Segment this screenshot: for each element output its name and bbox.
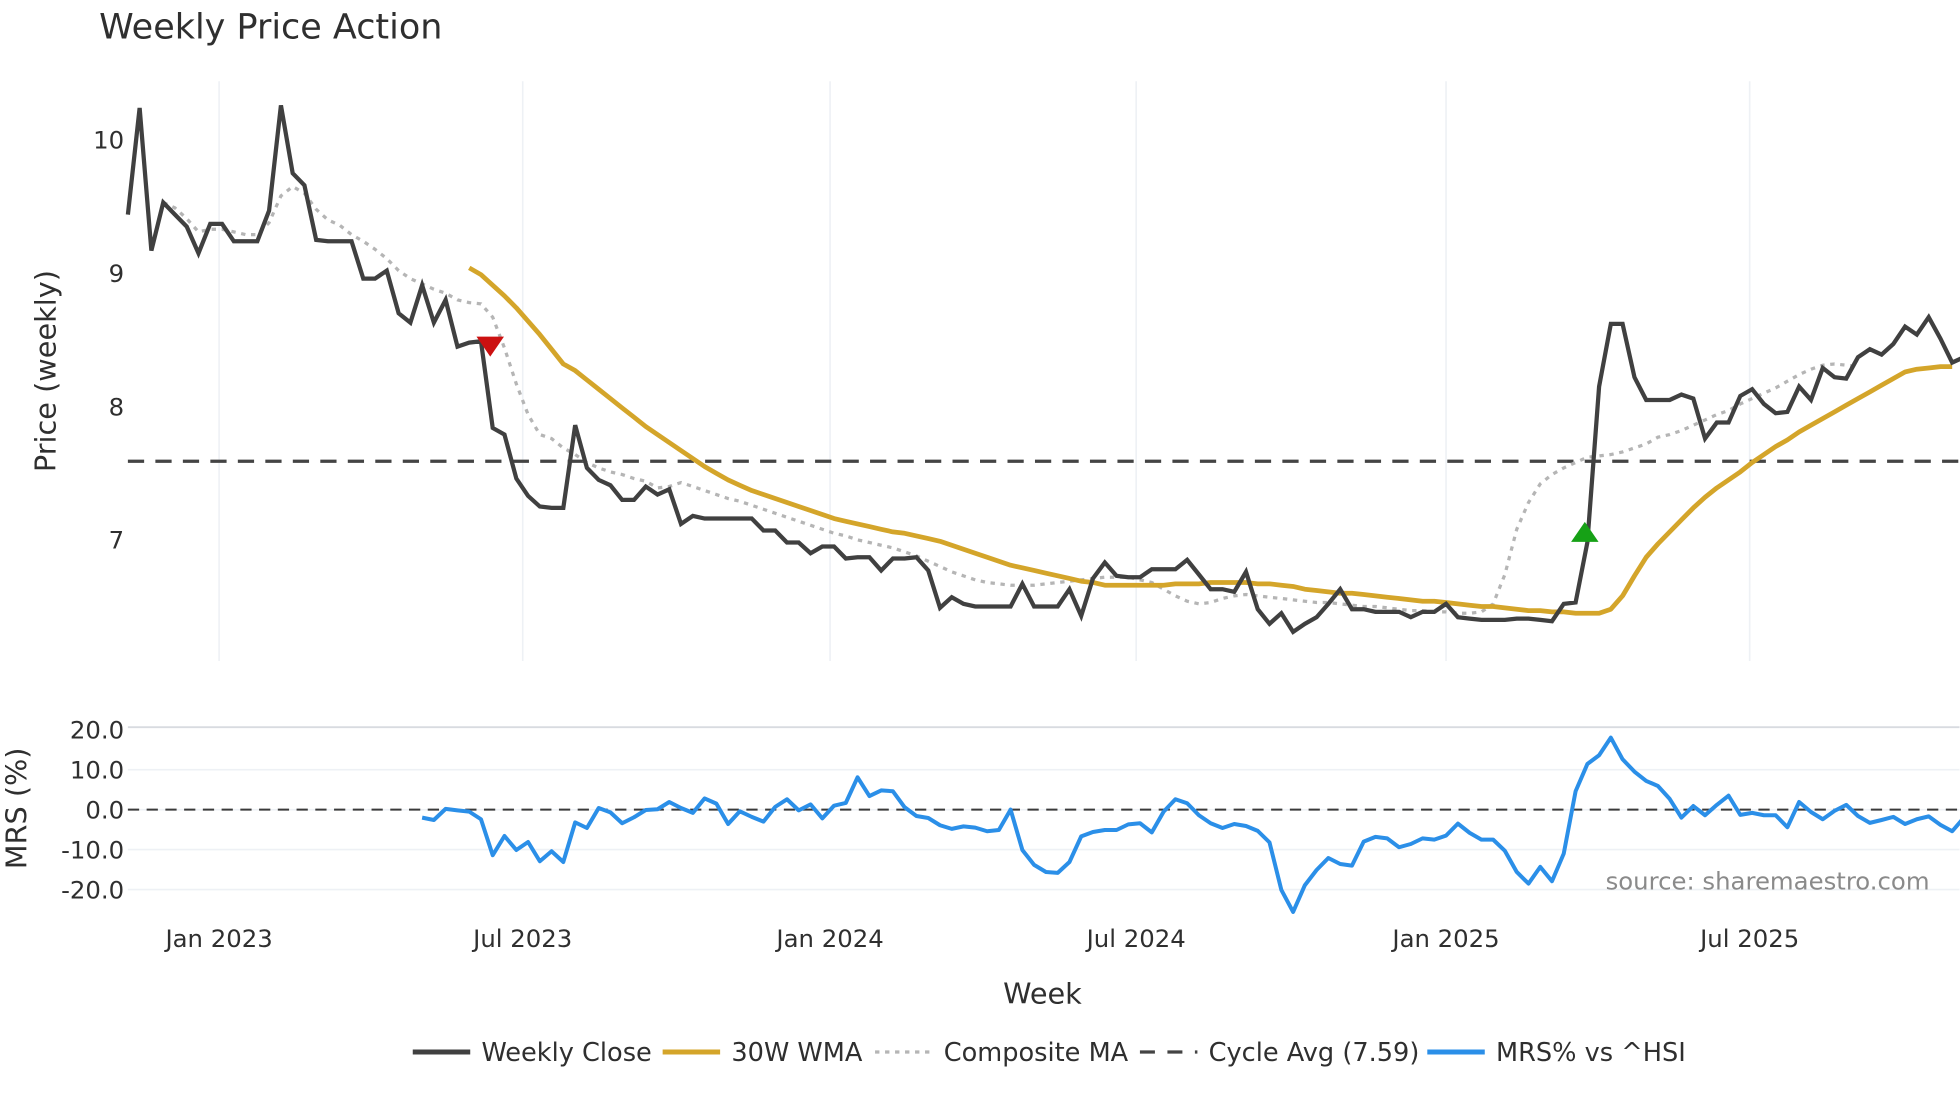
x-tick-label: Jan 2024 bbox=[774, 924, 883, 953]
sell-signal-triangle-down-icon bbox=[476, 336, 504, 357]
x-tick-label: Jan 2025 bbox=[1390, 924, 1499, 953]
price-y-tick-label: 7 bbox=[109, 526, 124, 555]
price-y-ticks: 7 8 9 10 bbox=[93, 126, 124, 555]
legend-item-wma30[interactable]: 30W WMA bbox=[662, 1038, 863, 1068]
x-axis-ticks: Jan 2023 Jul 2023 Jan 2024 Jul 2024 Jan 2025… bbox=[163, 924, 1799, 953]
mrs-y-tick-label: 20.0 bbox=[70, 715, 124, 744]
buy-signal-triangle-up-icon bbox=[1571, 521, 1599, 542]
price-y-tick-label: 8 bbox=[109, 392, 124, 421]
legend-label: Composite MA bbox=[944, 1038, 1129, 1068]
legend-item-composite_ma[interactable]: Composite MA bbox=[875, 1038, 1129, 1068]
legend-label: Cycle Avg (7.59) bbox=[1209, 1038, 1420, 1068]
legend: Weekly Close 30W WMA Composite MA Cycle Avg… bbox=[412, 1038, 1686, 1068]
mrs-y-tick-label: 0.0 bbox=[85, 795, 124, 824]
chart-title: Weekly Price Action bbox=[99, 8, 442, 48]
composite-ma-line bbox=[162, 184, 1859, 615]
x-tick-label: Jan 2023 bbox=[163, 924, 272, 953]
weekly-close-line bbox=[125, 104, 1960, 635]
price-panel: 7 8 9 10 Price (weekly) bbox=[28, 81, 1960, 661]
legend-label: Weekly Close bbox=[481, 1038, 651, 1068]
legend-label: MRS% vs ^HSI bbox=[1496, 1038, 1686, 1068]
mrs-y-tick-label: -20.0 bbox=[61, 875, 124, 904]
mrs-y-tick-label: -10.0 bbox=[61, 835, 124, 864]
price-y-tick-label: 10 bbox=[93, 126, 124, 155]
mrs-y-tick-label: 10.0 bbox=[70, 755, 124, 784]
legend-label: 30W WMA bbox=[731, 1038, 862, 1068]
legend-item-cycle_avg[interactable]: Cycle Avg (7.59) bbox=[1139, 1038, 1420, 1068]
legend-item-mrs[interactable]: MRS% vs ^HSI bbox=[1427, 1038, 1686, 1068]
x-tick-label: Jul 2025 bbox=[1698, 924, 1799, 953]
price-y-tick-label: 9 bbox=[109, 259, 124, 288]
mrs-y-ticks: -20.0 -10.0 0.0 10.0 20.0 bbox=[61, 715, 124, 904]
x-tick-label: Jul 2024 bbox=[1085, 924, 1186, 953]
price-vertical-gridlines bbox=[218, 81, 1751, 661]
legend-item-weekly_close[interactable]: Weekly Close bbox=[412, 1038, 652, 1068]
mrs-line bbox=[421, 735, 1960, 914]
x-tick-label: Jul 2023 bbox=[471, 924, 572, 953]
price-y-axis-title: Price (weekly) bbox=[28, 270, 62, 472]
mrs-panel: -20.0 -10.0 0.0 10.0 20.0 MRS (%) source: sh… bbox=[0, 715, 1960, 914]
mrs-y-axis-title: MRS (%) bbox=[0, 747, 34, 869]
x-axis-title: Week bbox=[1003, 976, 1082, 1010]
wma30-line bbox=[468, 265, 1953, 616]
source-watermark: source: sharemaestro.com bbox=[1606, 867, 1930, 896]
